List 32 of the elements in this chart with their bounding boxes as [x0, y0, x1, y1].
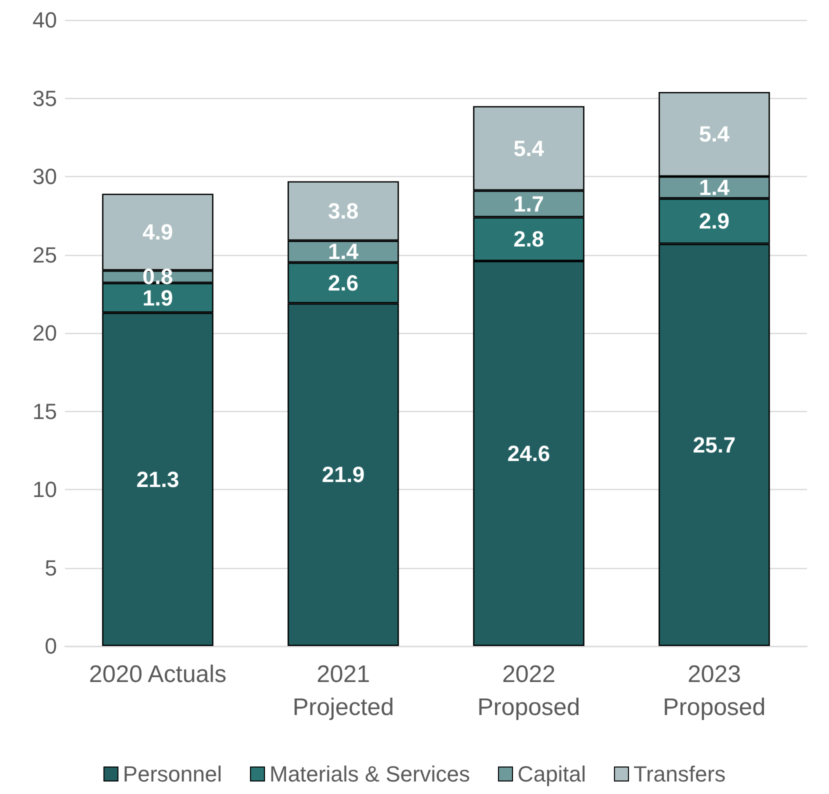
data-label: 1.7: [513, 191, 544, 216]
y-tick-label: 25: [32, 242, 57, 268]
data-label: 21.3: [136, 466, 180, 492]
legend-label: Materials & Services: [269, 762, 470, 786]
x-tick-label: 2022 Proposed: [477, 661, 580, 721]
y-tick-label: 20: [32, 320, 57, 346]
x-tick-label: 2023 Proposed: [662, 661, 766, 721]
data-label: 2.8: [513, 226, 544, 252]
data-label: 5.4: [513, 136, 545, 161]
data-label: 3.8: [328, 198, 359, 224]
y-tick-label: 5: [44, 555, 57, 580]
y-tick-label: 30: [32, 164, 57, 189]
x-tick-label: 2020 Actuals: [89, 661, 226, 688]
x-tick-label: 2021 Projected: [292, 661, 394, 721]
y-tick-label: 35: [32, 86, 57, 111]
data-label: 25.7: [692, 432, 736, 458]
legend-label: Transfers: [633, 762, 726, 786]
y-tick-label: 15: [32, 398, 57, 424]
data-label: 21.9: [322, 462, 365, 488]
data-label: 2.6: [328, 270, 359, 296]
data-label: 1.4: [328, 239, 360, 264]
y-tick-label: 0: [44, 634, 57, 658]
y-tick-label: 40: [32, 8, 57, 32]
data-label: 4.9: [142, 220, 174, 245]
data-label: 2.9: [698, 208, 730, 234]
legend-label: Personnel: [122, 762, 222, 786]
data-label: 24.6: [507, 441, 550, 466]
legend-label: Capital: [517, 762, 586, 786]
data-label: 1.9: [142, 285, 174, 310]
y-tick-label: 10: [32, 477, 57, 502]
data-label: 1.4: [698, 174, 730, 200]
data-label: 5.4: [698, 122, 730, 147]
